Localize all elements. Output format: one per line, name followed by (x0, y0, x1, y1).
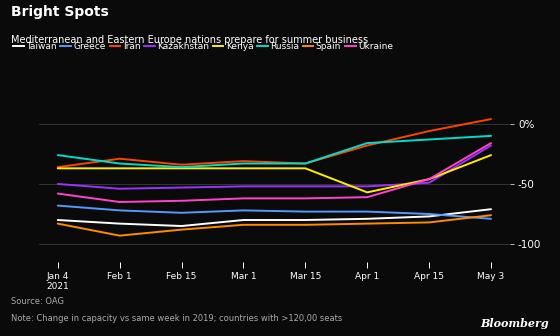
Legend: Taiwan, Greece, Iran, Kazakhstan, Kenya, Russia, Spain, Ukraine: Taiwan, Greece, Iran, Kazakhstan, Kenya,… (13, 42, 393, 51)
Text: Note: Change in capacity vs same week in 2019; countries with >120,00 seats: Note: Change in capacity vs same week in… (11, 314, 343, 323)
Text: Bright Spots: Bright Spots (11, 5, 109, 19)
Text: Bloomberg: Bloomberg (480, 318, 549, 329)
Text: Source: OAG: Source: OAG (11, 297, 64, 306)
Text: Mediterranean and Eastern Europe nations prepare for summer business: Mediterranean and Eastern Europe nations… (11, 35, 368, 45)
